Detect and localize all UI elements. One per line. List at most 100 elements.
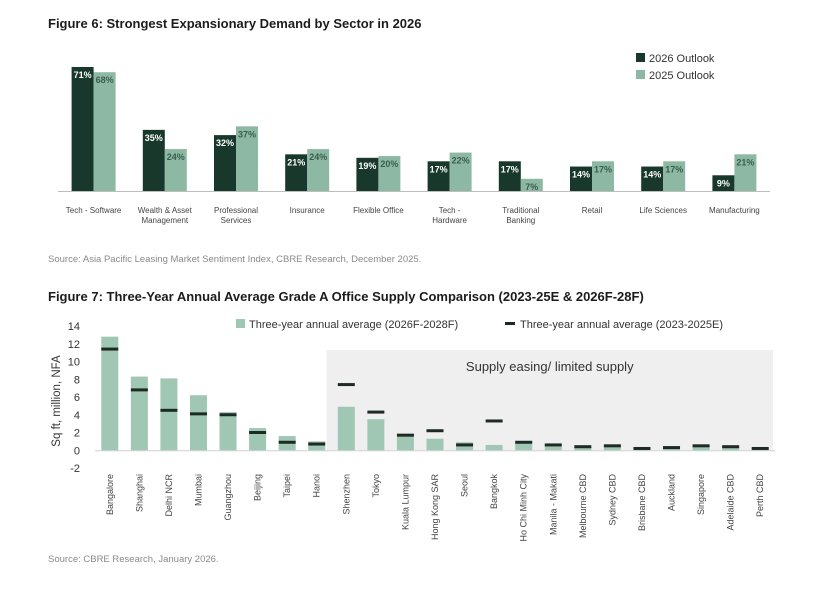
fig7-prior-marker xyxy=(219,413,237,417)
supply-easing-annotation: Supply easing/ limited supply xyxy=(466,359,634,374)
fig6-value-label: 24% xyxy=(167,152,185,162)
fig6-value-label: 24% xyxy=(309,152,327,162)
fig7-legend-bar-label: Three-year annual average (2026F-2028F) xyxy=(249,319,458,331)
fig6-category-label: Hardware xyxy=(432,216,467,225)
fig7-city-label: Shanghai xyxy=(134,474,144,512)
fig7-city-label: Seoul xyxy=(460,474,470,497)
fig6-value-label: 37% xyxy=(238,129,256,139)
fig6-value-label: 17% xyxy=(501,164,519,174)
fig7-legend-bar-swatch xyxy=(236,319,245,328)
fig6-bar-2025 xyxy=(592,161,614,191)
fig7-bar xyxy=(189,395,207,451)
fig7-prior-marker xyxy=(751,446,769,450)
fig6-value-label: 20% xyxy=(380,159,398,169)
fig7-prior-marker xyxy=(249,431,267,434)
fig6-legend-label: 2026 Outlook xyxy=(649,53,715,65)
fig6-value-label: 32% xyxy=(216,138,234,148)
fig7-bar xyxy=(101,336,119,451)
fig6-category-label: Retail xyxy=(582,206,603,215)
fig7-y-tick: 10 xyxy=(68,357,80,369)
fig7-bar xyxy=(574,446,592,451)
fig7-bar xyxy=(692,445,710,451)
fig6-category-label: Banking xyxy=(506,216,535,225)
fig6-bar-2026 xyxy=(498,161,521,191)
fig7-city-label: Tokyo xyxy=(371,474,381,498)
fig7-prior-marker xyxy=(337,383,355,387)
fig6-bar-2026 xyxy=(641,166,664,191)
fig7-prior-marker xyxy=(101,347,119,351)
fig6-bar-2026 xyxy=(712,175,735,191)
fig7-y-tick: 4 xyxy=(74,410,80,422)
fig7-bar xyxy=(396,436,414,451)
fig7-city-label: Shenzhen xyxy=(341,474,351,515)
fig6-value-label: 22% xyxy=(452,156,470,166)
fig7-bar xyxy=(337,406,355,451)
fig7-city-label: Beijing xyxy=(253,474,263,501)
fig7-city-label: Hong Kong SAR xyxy=(430,474,440,541)
fig6-value-label: 19% xyxy=(358,161,376,171)
fig6-legend-label: 2025 Outlook xyxy=(649,70,715,82)
figure-7-source: Source: CBRE Research, January 2026. xyxy=(48,554,219,565)
fig7-prior-marker xyxy=(308,442,326,446)
fig7-prior-marker xyxy=(515,440,533,444)
figure-6-title: Figure 6: Strongest Expansionary Demand … xyxy=(48,16,422,31)
fig7-prior-marker xyxy=(189,412,207,416)
fig7-bar xyxy=(515,442,533,451)
fig7-bar xyxy=(367,419,385,451)
fig7-bar xyxy=(219,412,237,451)
fig6-category-label: Tech - xyxy=(439,206,461,215)
fig7-prior-marker xyxy=(456,443,474,447)
fig7-city-label: Manila - Makati xyxy=(548,474,558,535)
fig6-category-label: Life Sciences xyxy=(639,206,687,215)
fig7-prior-marker xyxy=(396,433,414,437)
fig7-bar xyxy=(603,445,621,451)
fig6-bar-2025 xyxy=(378,156,401,191)
fig6-category-label: Flexible Office xyxy=(353,206,404,215)
fig7-prior-marker xyxy=(278,440,296,444)
supply-easing-region xyxy=(326,350,773,450)
fig7-prior-marker xyxy=(544,443,562,447)
fig6-category-label: Services xyxy=(221,216,252,225)
fig7-city-label: Melbourne CBD xyxy=(578,474,588,539)
fig6-category-label: Professional xyxy=(214,206,258,215)
fig7-city-label: Kuala Lumpur xyxy=(400,474,410,530)
fig7-prior-marker xyxy=(574,445,592,449)
fig7-city-label: Sydney CBD xyxy=(607,474,617,526)
figure-7-chart: Supply easing/ limited supply 14 12 10 8 6 4 2 0… xyxy=(51,319,775,542)
fig6-bar-2026 xyxy=(427,161,450,191)
fig7-city-label: Mumbai xyxy=(193,474,203,506)
fig7-y-tick: 12 xyxy=(68,339,80,351)
fig6-bar-2026 xyxy=(142,129,165,191)
fig7-city-label: Ho Chi Minh City xyxy=(519,474,529,542)
fig7-prior-marker xyxy=(130,388,148,392)
fig6-bar-2026 xyxy=(214,135,236,191)
fig7-y-axis-label: Sq ft, million, NFA xyxy=(51,355,63,447)
fig7-y-tick: 6 xyxy=(74,392,80,404)
fig7-city-label: Singapore xyxy=(696,474,706,515)
fig7-y-tick: 0 xyxy=(74,445,80,457)
fig7-y-tick: 14 xyxy=(68,321,80,333)
fig7-bar xyxy=(722,446,740,451)
fig7-prior-marker xyxy=(633,446,651,450)
fig6-legend-swatch xyxy=(636,53,645,62)
fig6-category-label: Traditional xyxy=(502,206,539,215)
fig7-city-label: Bangkok xyxy=(489,474,499,510)
fig7-bar xyxy=(426,438,444,451)
figure-6-source: Source: Asia Pacific Leasing Market Sent… xyxy=(48,254,421,265)
fig7-bar xyxy=(130,376,148,451)
fig7-bar xyxy=(308,441,326,451)
fig7-city-label: Delhi NCR xyxy=(164,474,174,517)
fig7-city-label: Bangalore xyxy=(105,474,115,515)
figure-6-chart: 71% 68% Tech - Software 35% 24% Wealth & Asse… xyxy=(58,53,770,225)
fig6-value-label: 21% xyxy=(287,157,305,167)
fig7-prior-marker xyxy=(603,444,621,448)
fig7-y-tick: -2 xyxy=(70,463,80,475)
figure-7-title: Figure 7: Three-Year Annual Average Grad… xyxy=(48,289,644,304)
fig6-bar-2025 xyxy=(236,126,258,191)
fig6-bar-2026 xyxy=(570,166,592,191)
fig6-category-label: Manufacturing xyxy=(709,206,760,215)
fig7-y-tick: 2 xyxy=(74,428,80,440)
fig7-prior-marker xyxy=(426,429,444,433)
fig6-bar-2025 xyxy=(307,149,330,191)
